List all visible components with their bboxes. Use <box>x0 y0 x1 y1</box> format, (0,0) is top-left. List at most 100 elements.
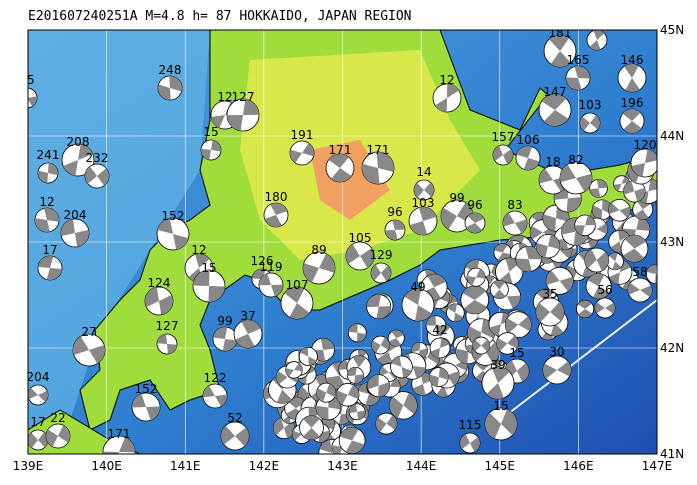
compression-quadrant <box>536 303 550 323</box>
depth-label: 119 <box>260 260 283 274</box>
compression-quadrant <box>339 427 359 441</box>
compression-quadrant <box>625 78 640 93</box>
compression-quadrant <box>157 218 173 234</box>
beachball <box>446 303 465 323</box>
compression-quadrant <box>441 207 457 230</box>
beachball <box>617 63 647 93</box>
compression-quadrant <box>241 320 261 334</box>
beachball <box>202 383 228 409</box>
compression-quadrant <box>578 308 593 318</box>
beachball <box>429 337 451 359</box>
compression-quadrant <box>576 173 592 192</box>
compression-quadrant <box>507 335 519 349</box>
compression-quadrant <box>159 294 173 315</box>
compression-quadrant <box>352 355 367 368</box>
compression-quadrant <box>559 276 574 292</box>
compression-quadrant <box>412 366 426 379</box>
compression-quadrant <box>539 168 553 184</box>
compression-quadrant <box>103 451 119 454</box>
beachball <box>584 247 610 273</box>
compression-quadrant <box>347 384 359 400</box>
compression-quadrant <box>566 197 582 213</box>
beachball <box>576 299 595 318</box>
compression-quadrant <box>580 116 590 131</box>
beachball <box>338 427 366 454</box>
compression-quadrant <box>276 371 288 385</box>
compression-quadrant <box>145 287 159 308</box>
compression-quadrant <box>503 212 515 227</box>
compression-quadrant <box>331 168 352 183</box>
compression-quadrant <box>270 202 288 215</box>
compression-quadrant <box>292 430 302 441</box>
latitude-label: 45N <box>660 23 684 37</box>
compression-quadrant <box>485 341 500 364</box>
compression-quadrant <box>89 344 105 364</box>
beachball <box>28 384 49 406</box>
depth-label: 12 <box>439 73 454 87</box>
compression-quadrant <box>319 253 335 273</box>
compression-quadrant <box>613 183 622 192</box>
compression-quadrant <box>38 432 49 448</box>
compression-quadrant <box>609 272 620 285</box>
depth-label: 37 <box>240 309 255 323</box>
beachball <box>401 288 435 322</box>
depth-label: 58 <box>632 265 647 279</box>
beachball <box>538 93 572 127</box>
compression-quadrant <box>379 366 389 376</box>
compression-quadrant <box>515 258 532 272</box>
compression-quadrant <box>463 299 487 314</box>
compression-quadrant <box>303 263 319 283</box>
compression-quadrant <box>462 286 486 300</box>
compression-quadrant <box>618 230 629 242</box>
compression-quadrant <box>623 121 642 133</box>
compression-quadrant <box>429 374 439 387</box>
compression-quadrant <box>388 338 402 347</box>
beachball <box>627 277 653 303</box>
beachball <box>619 108 645 134</box>
beachball <box>428 367 449 388</box>
compression-quadrant <box>623 180 635 195</box>
compression-quadrant <box>592 286 610 299</box>
latitude-label: 41N <box>660 447 684 461</box>
compression-quadrant <box>589 188 601 198</box>
beachball <box>515 245 542 273</box>
compression-quadrant <box>418 206 437 221</box>
compression-quadrant <box>426 315 436 326</box>
depth-label: 120 <box>634 138 657 152</box>
axes: 139E 140E 141E 142E 143E 144E 145E 146E 147E 45N 4… <box>13 23 685 473</box>
beachball <box>492 144 514 166</box>
depth-label: 204 <box>64 208 87 222</box>
compression-quadrant <box>440 338 450 348</box>
compression-quadrant <box>44 208 60 222</box>
compression-quadrant <box>585 215 596 226</box>
depth-label: 105 <box>349 231 372 245</box>
depth-label: 96 <box>467 198 482 212</box>
compression-quadrant <box>375 417 387 433</box>
compression-quadrant <box>621 176 630 184</box>
compression-quadrant <box>624 63 639 78</box>
compression-quadrant <box>427 274 447 288</box>
compression-quadrant <box>211 140 221 152</box>
compression-quadrant <box>550 301 565 321</box>
depth-label: 15 <box>201 261 216 275</box>
compression-quadrant <box>557 361 571 377</box>
compression-quadrant <box>276 389 292 404</box>
compression-quadrant <box>493 289 506 299</box>
depth-label: 42 <box>432 323 447 337</box>
compression-quadrant <box>221 425 235 445</box>
compression-quadrant <box>506 295 521 309</box>
compression-quadrant <box>486 383 504 399</box>
beachball <box>586 30 608 51</box>
compression-quadrant <box>338 359 349 370</box>
beachball <box>102 435 136 454</box>
compression-quadrant <box>366 294 382 308</box>
beachball <box>459 432 481 454</box>
compression-quadrant <box>58 425 70 443</box>
depth-label: 181 <box>549 26 572 40</box>
beachball <box>481 366 515 400</box>
compression-quadrant <box>294 363 303 372</box>
beachball <box>413 179 435 201</box>
compression-quadrant <box>525 246 542 260</box>
compression-quadrant <box>392 220 405 230</box>
compression-quadrant <box>550 51 571 68</box>
